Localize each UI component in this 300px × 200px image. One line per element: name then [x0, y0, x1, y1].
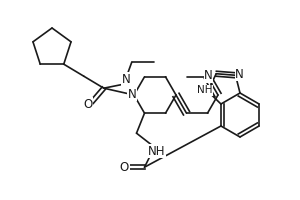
Text: N: N — [128, 88, 136, 100]
Text: N: N — [235, 68, 244, 81]
Text: NH: NH — [197, 85, 213, 95]
Text: O: O — [83, 98, 92, 111]
Text: O: O — [120, 161, 129, 174]
Text: NH: NH — [148, 145, 165, 158]
Text: N: N — [204, 69, 213, 82]
Text: N: N — [122, 73, 130, 86]
